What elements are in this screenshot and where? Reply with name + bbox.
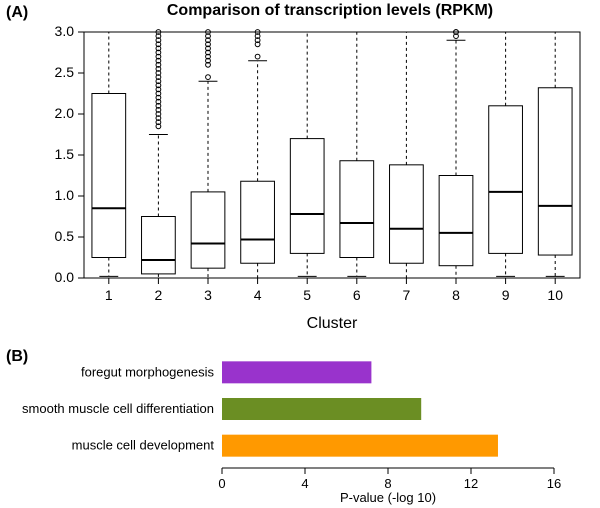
y-tick-label: 3.0 xyxy=(55,23,75,39)
x-tick-label: 3 xyxy=(204,287,212,303)
y-tick-label: 2.0 xyxy=(55,105,75,121)
x-axis-title: P-value (-log 10) xyxy=(340,490,436,505)
panel-a-title: Comparison of transcription levels (RPKM… xyxy=(90,2,570,20)
x-tick-label: 16 xyxy=(547,476,561,491)
y-tick-label: 2.5 xyxy=(55,64,75,80)
panel-a-label: (A) xyxy=(6,4,28,22)
bar xyxy=(222,361,371,383)
boxplot-chart: 0.0 0.5 1.0 1.5 2.0 2.5 3.0 1 2 3 4 5 6 7 8 9 10 Cluster xyxy=(30,22,590,342)
y-tick-label: 0.0 xyxy=(55,269,75,285)
box xyxy=(191,192,225,268)
bar-label: muscle cell development xyxy=(72,438,215,453)
x-tick-label: 12 xyxy=(464,476,478,491)
bar xyxy=(222,398,421,420)
outlier xyxy=(206,75,211,80)
x-tick-label: 6 xyxy=(353,287,361,303)
x-tick-label: 8 xyxy=(384,476,391,491)
x-tick-label: 8 xyxy=(452,287,460,303)
x-tick-label: 9 xyxy=(502,287,510,303)
x-tick-label: 2 xyxy=(155,287,163,303)
x-tick-label: 5 xyxy=(303,287,311,303)
x-tick-label: 10 xyxy=(547,287,563,303)
x-tick-label: 4 xyxy=(301,476,308,491)
x-tick-label: 4 xyxy=(254,287,262,303)
x-tick-label: 0 xyxy=(218,476,225,491)
box xyxy=(489,106,523,254)
box xyxy=(142,217,176,274)
box xyxy=(390,165,424,263)
box xyxy=(241,181,275,263)
x-tick-label: 7 xyxy=(403,287,411,303)
box xyxy=(290,139,324,254)
bar-chart: foregut morphogenesis smooth muscle cell … xyxy=(4,348,594,506)
box xyxy=(538,88,572,255)
box xyxy=(92,94,126,258)
box xyxy=(439,176,473,266)
x-tick-label: 1 xyxy=(105,287,113,303)
bar-label: smooth muscle cell differentiation xyxy=(22,401,214,416)
y-tick-label: 1.5 xyxy=(55,146,75,162)
box xyxy=(340,161,374,258)
bar-label: foregut morphogenesis xyxy=(81,364,214,379)
x-axis-title: Cluster xyxy=(307,315,358,332)
bar xyxy=(222,435,498,457)
y-tick-label: 0.5 xyxy=(55,228,75,244)
y-tick-label: 1.0 xyxy=(55,187,75,203)
outlier xyxy=(255,54,260,59)
